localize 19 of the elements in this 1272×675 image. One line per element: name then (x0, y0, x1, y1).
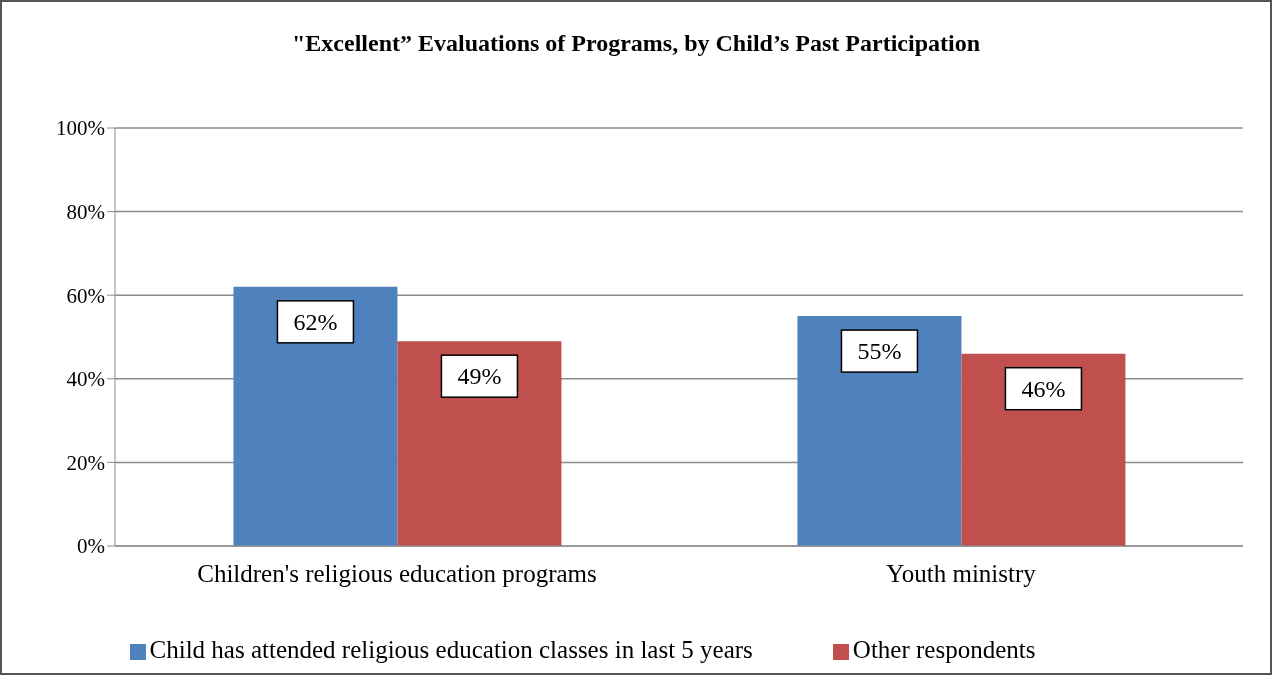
y-tick-label: 20% (66, 450, 105, 475)
chart-title: "Excellent” Evaluations of Programs, by Child’s Past Participation (291, 30, 981, 57)
y-tick-label: 0% (77, 534, 105, 559)
data-label: 46% (1021, 375, 1066, 402)
y-tick-label: 60% (66, 283, 105, 308)
bar (961, 353, 1126, 546)
bar (397, 341, 562, 546)
data-label: 49% (457, 363, 502, 390)
bar (233, 286, 398, 546)
legend-label: Other respondents (852, 636, 1036, 663)
y-tick-label: 40% (66, 367, 105, 392)
data-label: 55% (857, 338, 902, 365)
data-label: 62% (293, 308, 338, 335)
legend-label: Child has attended religious education classes in last 5 years (149, 636, 753, 663)
x-tick-label: Children's religious education programs (197, 559, 597, 587)
bar (797, 316, 962, 546)
y-tick-label: 100% (56, 116, 105, 141)
y-tick-label: 80% (66, 200, 105, 225)
x-tick-label: Youth ministry (886, 559, 1037, 587)
